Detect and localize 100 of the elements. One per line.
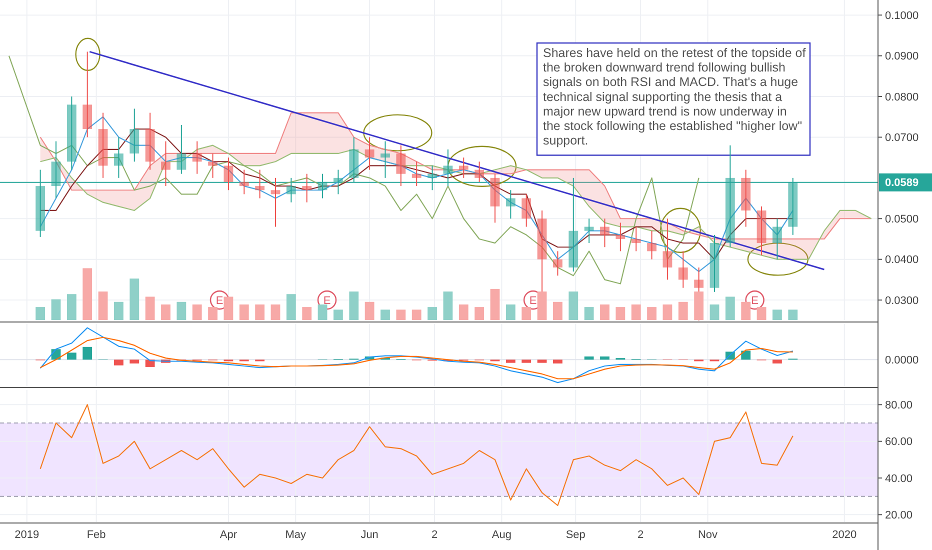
- candlestick: [130, 108, 140, 162]
- y-tick-label: 0.0300: [885, 294, 919, 307]
- candlestick: [553, 250, 562, 276]
- bar: [364, 302, 374, 320]
- bar: [145, 296, 155, 320]
- bar: [772, 360, 782, 364]
- bar: [568, 292, 578, 320]
- bar: [443, 292, 453, 320]
- candlestick: [647, 230, 656, 260]
- candlestick: [756, 206, 766, 256]
- candlestick: [522, 194, 532, 228]
- candlestick: [600, 218, 610, 248]
- annotation: Shares have held on the retest of the topside of the broken downward trend following bullish signals on both RSI and MACD. That's a huge technical signal supporting the thesis that a major new upward trend is now underway in the stock following the established "higher low" support.: [543, 46, 806, 148]
- candlestick: [114, 136, 124, 178]
- candlestick: [270, 177, 280, 228]
- bar: [474, 307, 484, 320]
- y-tick-label: 0.1000: [885, 10, 919, 22]
- bar: [51, 299, 61, 320]
- bar: [458, 304, 468, 320]
- bar: [66, 294, 76, 320]
- candlestick: [631, 226, 641, 252]
- bar: [631, 304, 641, 320]
- candlestick: [506, 190, 516, 220]
- candlestick: [176, 124, 186, 174]
- bar: [506, 304, 516, 320]
- bar: [694, 292, 704, 320]
- annotation: E: [323, 295, 331, 308]
- candlestick: [616, 222, 626, 252]
- bar: [428, 307, 437, 320]
- annotation: E: [216, 295, 224, 308]
- bar: [662, 304, 672, 320]
- x-tick-label: Feb: [86, 529, 106, 541]
- bar: [66, 352, 76, 360]
- bar: [349, 292, 359, 320]
- bar: [553, 360, 562, 364]
- candlestick: [584, 218, 594, 244]
- bar: [36, 307, 46, 320]
- candlestick: [302, 173, 312, 203]
- candlestick: [364, 136, 374, 170]
- x-tick-label: 2: [431, 529, 438, 541]
- bar: [396, 310, 406, 320]
- y-tick-label: 0.0900: [885, 50, 919, 63]
- bar: [161, 304, 170, 320]
- candlestick: [66, 96, 76, 170]
- bar: [255, 304, 265, 320]
- bar: [82, 346, 92, 360]
- bar: [741, 350, 751, 360]
- x-tick-label: 2: [638, 529, 644, 541]
- ref-line-label: 0.0589: [885, 177, 919, 190]
- y-tick-label: 0.0800: [885, 91, 919, 104]
- bar: [334, 310, 343, 320]
- candlestick: [412, 161, 422, 187]
- candlestick: [458, 157, 468, 178]
- x-tick-label: 2020: [832, 529, 857, 541]
- bar: [490, 288, 500, 320]
- bar: [772, 310, 782, 320]
- bar: [522, 360, 532, 363]
- x-tick-label: Aug: [492, 529, 512, 541]
- y-tick-label: 0.0700: [885, 132, 919, 144]
- x-tick-label: Jun: [360, 529, 378, 541]
- candlestick: [82, 51, 92, 138]
- candlestick: [396, 144, 406, 187]
- bar: [600, 356, 610, 360]
- candlestick: [710, 234, 720, 292]
- candlestick: [772, 218, 782, 260]
- annotation: E: [529, 295, 537, 308]
- x-tick-label: Nov: [698, 529, 718, 541]
- candlestick: [161, 140, 170, 187]
- bar: [412, 310, 422, 320]
- bar: [192, 304, 202, 320]
- bar: [584, 356, 594, 360]
- bar: [600, 304, 610, 320]
- x-tick-label: May: [285, 529, 307, 541]
- bar: [553, 302, 562, 320]
- annotation: E: [751, 295, 758, 308]
- x-tick-label: Apr: [220, 529, 238, 541]
- candlestick: [255, 169, 265, 199]
- bar: [506, 360, 516, 363]
- bar: [98, 292, 108, 320]
- bar: [82, 268, 92, 320]
- y-tick-label: 20.00: [885, 510, 913, 522]
- bar: [678, 302, 688, 320]
- line-series: [40, 404, 794, 506]
- bar: [647, 307, 656, 320]
- candlestick: [208, 152, 218, 178]
- candlestick: [192, 140, 202, 174]
- candlestick: [224, 157, 234, 191]
- candlestick: [678, 250, 688, 288]
- candlestick: [98, 112, 108, 178]
- candlestick: [380, 140, 390, 178]
- bar: [130, 278, 140, 320]
- ref-line-label: 0.0000: [885, 354, 919, 366]
- bar: [710, 304, 720, 320]
- y-tick-label: 0.0500: [885, 213, 919, 226]
- bar: [584, 307, 594, 320]
- y-tick-label: 80.00: [885, 400, 913, 412]
- y-tick-label: 0.0400: [885, 254, 919, 266]
- bar: [176, 302, 186, 320]
- bar: [616, 307, 626, 320]
- bar: [380, 310, 390, 320]
